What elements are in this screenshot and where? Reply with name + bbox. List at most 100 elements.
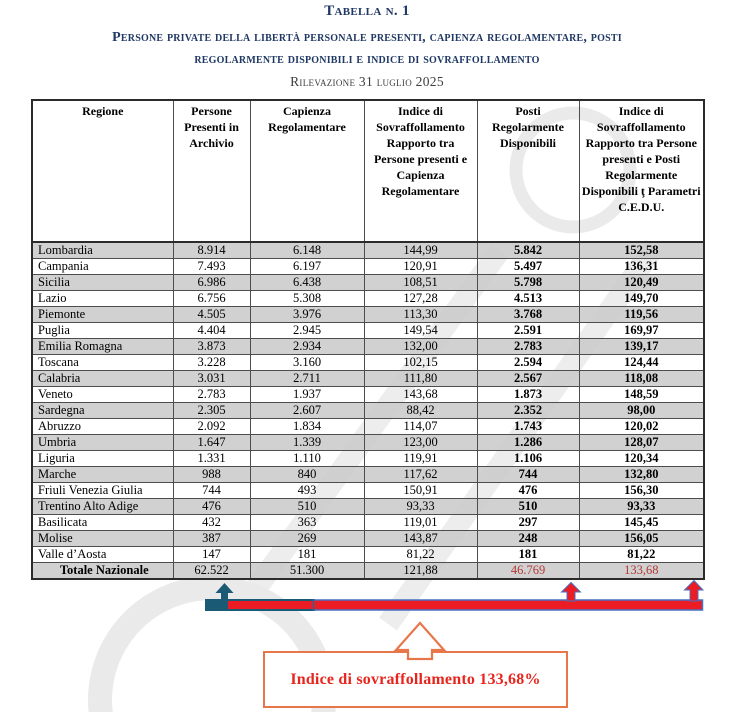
value-cell: 114,07 (363, 418, 478, 435)
value-cell: 144,99 (363, 241, 478, 259)
value-cell: 744 (172, 482, 251, 499)
region-cell: Piemonte (31, 306, 174, 323)
value-cell: 476 (172, 498, 251, 515)
value-cell: 2.783 (172, 386, 251, 403)
value-cell: 4.404 (172, 322, 251, 339)
value-cell: 119,01 (363, 514, 478, 531)
region-cell: Sardegna (31, 402, 174, 419)
value-cell: 147 (172, 546, 251, 563)
column-header-indice-cedu: Indice di Sovraffollamento Rapporto tra … (578, 99, 705, 243)
table-row: Piemonte 4.505 3.976 113,30 3.768 119,56 (31, 306, 705, 323)
region-cell: Abruzzo (31, 418, 174, 435)
value-cell: 1.834 (249, 418, 365, 435)
region-cell: Trentino Alto Adige (31, 498, 174, 515)
value-cell: 81,22 (363, 546, 478, 563)
table-row: Toscana 3.228 3.160 102,15 2.594 124,44 (31, 354, 705, 371)
value-cell: 5.497 (476, 258, 580, 275)
value-cell: 1.331 (172, 450, 251, 467)
value-cell: 3.228 (172, 354, 251, 371)
value-cell: 5.842 (476, 241, 580, 259)
value-cell: 119,56 (578, 306, 705, 323)
value-cell: 1.286 (476, 434, 580, 451)
value-cell: 2.591 (476, 322, 580, 339)
value-cell: 2.352 (476, 402, 580, 419)
value-cell: 1.647 (172, 434, 251, 451)
total-value-cell: 51.300 (249, 562, 365, 580)
table-number-label: Tabella n. 1 (324, 3, 410, 19)
region-cell: Toscana (31, 354, 174, 371)
value-cell: 387 (172, 530, 251, 547)
value-cell: 2.783 (476, 338, 580, 355)
total-value-cell: 133,68 (578, 562, 705, 580)
value-cell: 136,31 (578, 258, 705, 275)
value-cell: 148,59 (578, 386, 705, 403)
column-header-posti-disponibili: Posti Regolarmente Disponibili (476, 99, 580, 243)
table-row: Abruzzo 2.092 1.834 114,07 1.743 120,02 (31, 418, 705, 435)
value-cell: 3.160 (249, 354, 365, 371)
table-row: Lazio 6.756 5.308 127,28 4.513 149,70 (31, 290, 705, 307)
table-row: Basilicata 432 363 119,01 297 145,45 (31, 514, 705, 531)
document-title-line1: Persone private della libertà personale … (112, 30, 622, 45)
value-cell: 3.768 (476, 306, 580, 323)
region-cell: Friuli Venezia Giulia (31, 482, 174, 499)
value-cell: 2.934 (249, 338, 365, 355)
value-cell: 6.197 (249, 258, 365, 275)
header-row: Regione Persone Presenti in Archivio Cap… (31, 99, 705, 243)
value-cell: 127,28 (363, 290, 478, 307)
value-cell: 156,05 (578, 530, 705, 547)
value-cell: 119,91 (363, 450, 478, 467)
value-cell: 118,08 (578, 370, 705, 387)
value-cell: 1.743 (476, 418, 580, 435)
table-row: Sicilia 6.986 6.438 108,51 5.798 120,49 (31, 274, 705, 291)
table-row: Emilia Romagna 3.873 2.934 132,00 2.783 139,1… (31, 338, 705, 355)
value-cell: 149,54 (363, 322, 478, 339)
overcrowding-table: Regione Persone Presenti in Archivio Cap… (31, 99, 705, 580)
value-cell: 1.339 (249, 434, 365, 451)
table-header: Regione Persone Presenti in Archivio Cap… (31, 99, 705, 243)
value-cell: 2.092 (172, 418, 251, 435)
value-cell: 476 (476, 482, 580, 499)
value-cell: 5.308 (249, 290, 365, 307)
total-value-cell: 62.522 (172, 562, 251, 580)
value-cell: 120,02 (578, 418, 705, 435)
region-cell: Emilia Romagna (31, 338, 174, 355)
value-cell: 124,44 (578, 354, 705, 371)
value-cell: 120,49 (578, 274, 705, 291)
value-cell: 2.305 (172, 402, 251, 419)
value-cell: 1.937 (249, 386, 365, 403)
table-body: Lombardia 8.914 6.148 144,99 5.842 152,58 Camp… (31, 241, 705, 580)
value-cell: 120,91 (363, 258, 478, 275)
column-header-capienza: Capienza Regolamentare (249, 99, 365, 243)
value-cell: 108,51 (363, 274, 478, 291)
value-cell: 6.148 (249, 241, 365, 259)
value-cell: 1.110 (249, 450, 365, 467)
region-cell: Lazio (31, 290, 174, 307)
table-row: Veneto 2.783 1.937 143,68 1.873 148,59 (31, 386, 705, 403)
value-cell: 143,87 (363, 530, 478, 547)
value-cell: 4.505 (172, 306, 251, 323)
region-cell: Veneto (31, 386, 174, 403)
indice-arrow-icon (683, 579, 705, 602)
value-cell: 510 (249, 498, 365, 515)
value-cell: 102,15 (363, 354, 478, 371)
column-header-persone-presenti: Persone Presenti in Archivio (172, 99, 251, 243)
column-header-indice-capienza: Indice di Sovraffollamento Rapporto tra … (363, 99, 478, 243)
capacity-bar-segment (205, 599, 315, 611)
value-cell: 6.986 (172, 274, 251, 291)
value-cell: 2.711 (249, 370, 365, 387)
region-cell: Basilicata (31, 514, 174, 531)
value-cell: 3.031 (172, 370, 251, 387)
value-cell: 988 (172, 466, 251, 483)
value-cell: 88,42 (363, 402, 478, 419)
value-cell: 117,62 (363, 466, 478, 483)
value-cell: 5.798 (476, 274, 580, 291)
value-cell: 181 (249, 546, 365, 563)
value-cell: 128,07 (578, 434, 705, 451)
value-cell: 840 (249, 466, 365, 483)
value-cell: 297 (476, 514, 580, 531)
value-cell: 181 (476, 546, 580, 563)
value-cell: 6.756 (172, 290, 251, 307)
value-cell: 152,58 (578, 241, 705, 259)
region-cell: Umbria (31, 434, 174, 451)
